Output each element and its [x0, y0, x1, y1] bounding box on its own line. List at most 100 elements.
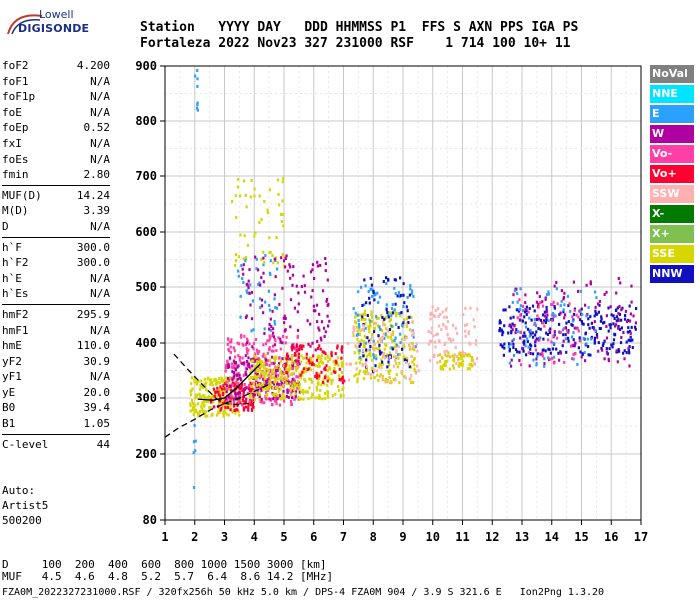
echo-point [381, 360, 384, 364]
echo-point [252, 394, 255, 398]
echo-point [410, 329, 413, 333]
echo-point [215, 413, 219, 417]
echo-point [378, 346, 381, 350]
echo-point [286, 390, 289, 394]
echo-point [226, 403, 230, 407]
echo-point [201, 386, 204, 390]
echo-point [324, 330, 327, 334]
echo-point [378, 325, 381, 329]
echo-point [324, 269, 327, 273]
echo-point [597, 302, 600, 306]
echo-point [411, 320, 414, 324]
echo-point [367, 325, 370, 329]
echo-point [460, 361, 463, 365]
echo-point [240, 264, 243, 267]
echo-point [255, 348, 258, 352]
param-name: MUF(D) [2, 188, 42, 202]
echo-point [306, 319, 309, 323]
echo-point [266, 359, 269, 363]
param-name: foE [2, 105, 22, 119]
echo-point [466, 367, 469, 371]
echo-point [558, 358, 561, 362]
echo-point [244, 193, 247, 197]
echo-point [603, 357, 606, 361]
echo-point [321, 397, 324, 401]
echo-point [248, 395, 251, 399]
echo-point [476, 357, 479, 361]
echo-point [377, 378, 380, 382]
echo-point [389, 311, 392, 315]
echo-point [268, 397, 271, 401]
echo-point [284, 364, 287, 368]
echo-point [394, 359, 397, 362]
echo-point [458, 362, 461, 365]
echo-point [511, 328, 514, 332]
echo-point [612, 322, 615, 326]
echo-point [280, 397, 283, 401]
echo-point [276, 386, 279, 390]
echo-point [402, 305, 405, 308]
echo-point [341, 375, 344, 379]
logo-brand-bottom: DIGISONDE [18, 22, 90, 35]
echo-point [364, 341, 367, 345]
echo-point [278, 403, 282, 407]
echo-point [246, 363, 249, 367]
echo-point [222, 409, 225, 413]
echo-point [411, 289, 414, 293]
echo-point [309, 344, 312, 348]
echo-point [403, 345, 406, 349]
echo-point [266, 208, 269, 212]
echo-point [277, 383, 280, 387]
echo-point [241, 395, 244, 399]
echo-point [551, 319, 554, 323]
echo-point [228, 398, 231, 402]
echo-point [284, 375, 287, 379]
echo-point [461, 362, 464, 366]
echo-point [318, 344, 321, 348]
echo-point [196, 69, 199, 72]
echo-point [249, 303, 252, 307]
echo-point [385, 343, 388, 347]
echo-point [353, 351, 356, 355]
echo-point [274, 392, 277, 396]
echo-point [348, 362, 351, 366]
echo-point [449, 355, 452, 359]
echo-point [515, 328, 518, 332]
auto-algorithm: Artist5 [2, 499, 49, 512]
echo-point [522, 340, 525, 344]
echo-point [615, 291, 618, 295]
echo-point [516, 291, 519, 295]
echo-point [304, 366, 307, 370]
echo-point [289, 357, 292, 361]
echo-point [283, 371, 286, 374]
echo-point [258, 397, 261, 401]
echo-point [234, 411, 237, 415]
echo-point [391, 339, 394, 343]
echo-point [376, 291, 379, 295]
echo-point [256, 372, 259, 376]
echo-point [363, 278, 366, 282]
echo-point [578, 336, 581, 340]
echo-point [525, 312, 528, 316]
echo-point [354, 311, 357, 315]
echo-point [541, 351, 544, 355]
echo-point [297, 359, 300, 363]
echo-point [273, 394, 276, 397]
param-value: 20.0 [83, 385, 111, 399]
echo-point [311, 393, 314, 397]
echo-point [262, 388, 265, 391]
echo-point [243, 395, 246, 399]
echo-point [507, 342, 511, 346]
echo-point [385, 308, 388, 312]
echo-point [211, 383, 214, 387]
echo-point [222, 384, 225, 388]
echo-point [259, 306, 262, 309]
echo-point [314, 375, 317, 378]
echo-point [340, 345, 344, 349]
echo-point [230, 389, 233, 393]
echo-point [248, 400, 251, 404]
param-separator [2, 184, 110, 186]
echo-point [524, 308, 527, 311]
echo-point [440, 365, 443, 369]
echo-point [375, 369, 378, 373]
